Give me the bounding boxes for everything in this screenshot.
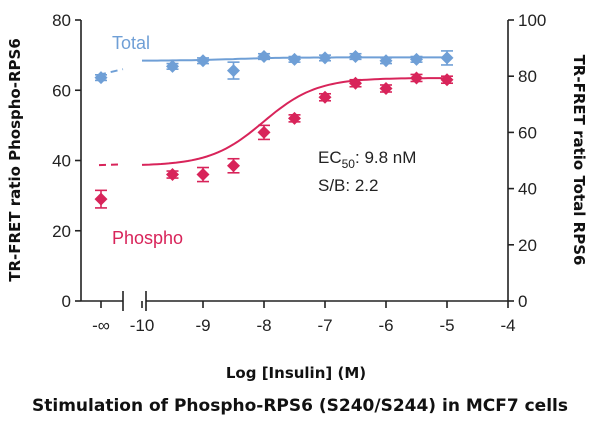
phospho-marker <box>410 71 423 85</box>
x-tick-label: -4 <box>500 316 515 335</box>
phospho-point <box>379 81 393 95</box>
x-tick-label: -∞ <box>92 316 110 335</box>
x-tick-label: -5 <box>439 316 454 335</box>
phospho-marker <box>288 111 301 125</box>
y-left-tick-label: 80 <box>52 11 71 30</box>
phospho-marker <box>440 73 454 87</box>
data-points <box>94 50 454 209</box>
phospho-point <box>318 90 332 104</box>
y-left-tick-label: 60 <box>52 81 71 100</box>
x-axis-title: Log [Insulin] (M) <box>226 364 366 382</box>
total-marker <box>94 71 108 85</box>
x-tick-label: -7 <box>317 316 332 335</box>
x-tick-label: -9 <box>195 316 210 335</box>
phospho-point <box>227 157 240 174</box>
x-tick-label: -6 <box>378 316 393 335</box>
total-point <box>196 54 210 68</box>
x-tick-label: -8 <box>256 316 271 335</box>
phospho-marker <box>94 192 108 206</box>
phospho-marker <box>257 125 271 139</box>
phospho-point <box>257 124 271 141</box>
total-point <box>257 50 271 64</box>
total-marker <box>440 51 454 65</box>
y-left-tick-label: 40 <box>52 152 71 171</box>
ec50-value: 9.8 nM <box>364 148 416 167</box>
y-right-tick-label: 60 <box>518 123 537 142</box>
series-label-total: Total <box>112 33 150 53</box>
phospho-marker <box>227 159 240 173</box>
phospho-marker <box>166 168 179 182</box>
total-point <box>379 54 393 68</box>
y-right-tick-label: 40 <box>518 180 537 199</box>
y-left-tick-label: 0 <box>62 292 71 311</box>
total-marker <box>318 51 332 65</box>
total-point <box>94 71 108 85</box>
total-point <box>410 52 423 66</box>
total-point <box>318 51 332 65</box>
x-tick-label: -10 <box>130 316 155 335</box>
y-left-tick-label: 20 <box>52 222 71 241</box>
total-marker <box>349 50 362 64</box>
y-right-tick-label: 0 <box>518 292 527 311</box>
phospho-point <box>166 168 179 182</box>
ec50-annotation: EC50: 9.8 nM <box>318 148 416 171</box>
phospho-point <box>440 73 454 87</box>
y-left-axis-title: TR-FRET ratio Phospho-RPS6 <box>6 38 24 282</box>
phospho-marker <box>349 76 362 90</box>
total-marker <box>166 59 179 73</box>
phospho-fit-curve <box>141 77 448 166</box>
phospho-point <box>94 189 108 209</box>
total-marker <box>257 50 271 64</box>
y-right-tick-label: 80 <box>518 67 537 86</box>
phospho-marker <box>196 168 210 182</box>
series-label-phospho: Phospho <box>112 228 183 248</box>
chart-axes: 0 20 40 60 80 0 20 40 60 80 100 -∞ -10 -9 -8 -7 -6 -5 -4 <box>52 11 546 335</box>
phospho-point <box>410 71 423 85</box>
total-point <box>349 50 362 64</box>
y-right-tick-label: 20 <box>518 236 537 255</box>
sb-annotation: S/B: 2.2 <box>318 176 378 195</box>
phospho-point <box>196 166 210 183</box>
phospho-point <box>349 76 362 90</box>
total-marker <box>288 52 301 66</box>
total-point <box>440 50 454 66</box>
total-point <box>227 61 240 80</box>
figure-caption: Stimulation of Phospho-RPS6 (S240/S244) … <box>32 396 568 416</box>
total-marker <box>410 52 423 66</box>
phospho-marker <box>318 90 332 104</box>
total-marker <box>227 64 240 78</box>
phospho-fit-stub <box>98 163 124 167</box>
total-point <box>166 59 179 73</box>
phospho-marker <box>379 81 393 95</box>
chart: 0 20 40 60 80 0 20 40 60 80 100 -∞ -10 -9 -8 -7 -6 -5 -4 L… <box>6 11 588 382</box>
y-right-axis-title: TR-FRET ratio Total RPS6 <box>570 55 588 266</box>
total-marker <box>379 54 393 68</box>
y-right-tick-label: 100 <box>518 11 546 30</box>
total-point <box>288 52 301 66</box>
total-marker <box>196 54 210 68</box>
phospho-point <box>288 111 301 125</box>
